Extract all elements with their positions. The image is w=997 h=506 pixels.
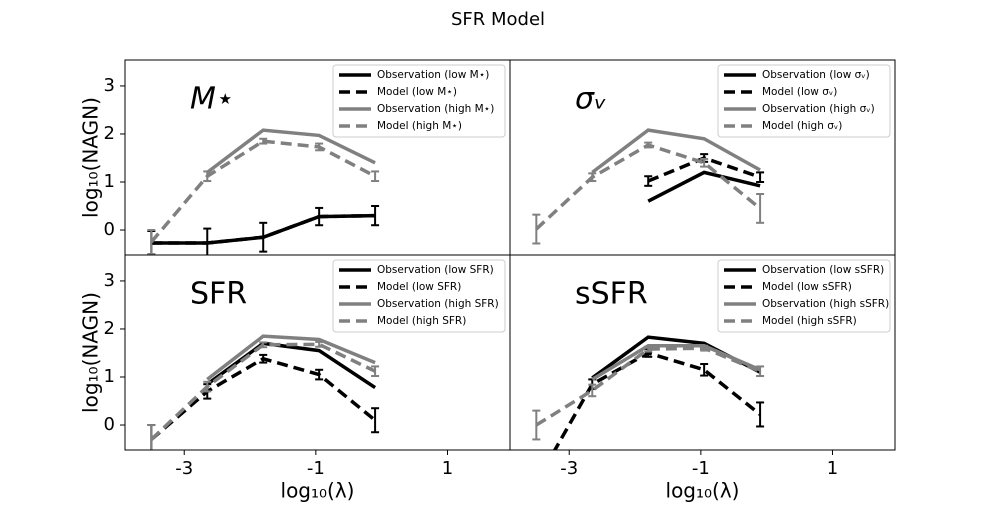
x-axis-label: log₁₀(λ) [281,479,355,503]
y-tick-label: 0 [104,414,115,435]
error-bar [588,172,597,183]
error-bar [203,227,212,255]
error-bar [756,401,765,428]
error-bar [203,380,212,393]
series-line [206,334,376,381]
error-bar [644,345,653,353]
error-bar [644,175,653,187]
y-tick-label: 3 [104,75,115,96]
error-bar [315,368,324,381]
error-bar [259,353,268,364]
legend-label: Observation (high SFR) [377,298,499,310]
error-bar [700,344,709,352]
y-tick-label: 2 [104,123,115,144]
series-line [206,128,376,174]
legend-label: Observation (low σᵥ) [762,69,870,81]
error-bar [147,229,156,255]
legend-label: Observation (low SFR) [377,264,494,276]
legend-label: Model (high σᵥ) [762,120,842,132]
series-line [591,344,761,381]
legend-box [717,259,891,333]
legend-label: Model (low σᵥ) [762,86,837,98]
legend-label: Model (high SFR) [377,315,466,327]
error-bar [315,142,324,152]
plot-area [147,334,380,450]
y-axis-label: log₁₀(NAGN) [79,97,103,218]
error-bar [644,141,653,149]
error-bar [203,170,212,183]
y-tick-label: 1 [104,366,115,387]
error-bar [371,205,380,227]
series-line [591,128,761,174]
panel-annotation: M⋆ [190,82,235,117]
legend-label: Observation (low sSFR) [762,264,884,276]
legend-label: Model (low SFR) [377,281,461,293]
x-axis-label: log₁₀(λ) [666,479,740,503]
error-bar [259,341,268,349]
series-line [647,170,761,203]
axes-frame [509,254,896,451]
error-bar [371,407,380,434]
error-bar [259,137,268,145]
error-bar [532,213,541,245]
error-bar [700,363,709,377]
series-line [150,356,377,441]
panel-annotation: sSFR [575,277,648,312]
series-line [149,139,376,244]
legend-box [332,259,506,333]
x-tick-label: -3 [175,458,193,479]
y-tick-label: 2 [104,318,115,339]
error-bar [756,193,765,224]
error-bar [147,424,156,450]
error-bar [371,365,380,378]
error-bar [532,409,541,441]
error-bar [588,383,597,398]
y-tick-label: 0 [104,219,115,240]
plot-area [532,335,765,450]
x-tick-label: -3 [560,458,578,479]
error-bar [315,340,324,348]
x-tick-label: 1 [442,458,453,479]
legend-label: Observation (low M⋆) [377,69,489,81]
legend-box [717,64,891,138]
error-bar [756,171,765,183]
series-line [206,341,377,390]
legend-label: Observation (high σᵥ) [762,103,875,115]
legend-label: Model (high sSFR) [762,315,857,327]
series-line [535,346,761,427]
x-tick-label: 1 [827,458,838,479]
plot-area [532,128,765,245]
error-bar [315,206,324,227]
x-tick-label: -1 [692,458,710,479]
legend-label: Model (low M⋆) [377,86,457,98]
error-bar [371,170,380,183]
x-tick-label: -1 [307,458,325,479]
figure-title: SFR Model [451,9,545,30]
error-bar [700,157,709,168]
legend-box [332,64,506,138]
error-bar [756,365,765,378]
legend-label: Model (low sSFR) [762,281,852,293]
legend-label: Observation (high M⋆) [377,103,494,115]
y-axis-label: log₁₀(NAGN) [79,292,103,413]
y-tick-label: 3 [104,270,115,291]
panel-annotation: σᵥ [575,82,607,117]
legend-label: Observation (high sSFR) [762,298,889,310]
legend-label: Model (high M⋆) [377,120,462,132]
y-tick-label: 1 [104,171,115,192]
series-line [535,143,762,231]
panel-annotation: SFR [190,277,247,312]
error-bar [259,221,268,253]
plot-area [147,128,380,255]
